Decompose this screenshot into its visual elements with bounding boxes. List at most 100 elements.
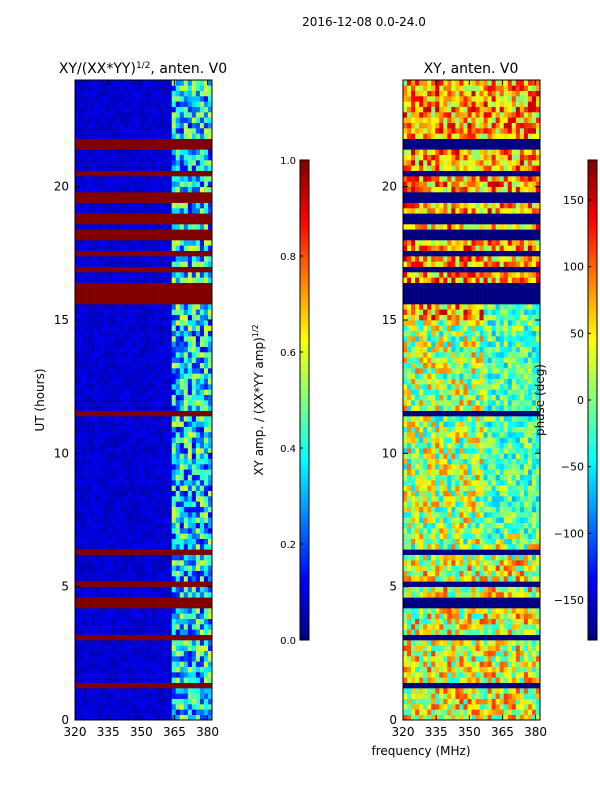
heatmap-cell — [151, 192, 156, 198]
heatmap-cell — [167, 634, 173, 641]
heatmap-cell — [191, 464, 197, 470]
heatmap-cell — [95, 282, 100, 289]
heatmap-cell — [155, 325, 160, 331]
heatmap-cell — [167, 474, 173, 481]
heatmap-cell — [127, 464, 132, 470]
heatmap-cell — [119, 581, 124, 587]
heatmap-cell — [119, 618, 124, 625]
heatmap-cell — [407, 698, 412, 705]
heatmap-cell — [155, 538, 160, 545]
heatmap-cell — [179, 421, 185, 427]
heatmap-cell — [123, 410, 128, 417]
heatmap-cell — [83, 672, 88, 678]
heatmap-cell — [95, 90, 100, 97]
heatmap-cell — [423, 640, 428, 646]
heatmap-cell — [135, 149, 140, 155]
heatmap-cell — [91, 197, 96, 203]
heatmap-cell — [103, 197, 108, 203]
heatmap-cell — [135, 112, 140, 118]
heatmap-cell — [119, 213, 124, 219]
heatmap-cell — [183, 362, 189, 369]
heatmap-cell — [103, 224, 108, 230]
heatmap-cell — [155, 714, 160, 721]
heatmap-cell — [451, 656, 456, 662]
heatmap-cell — [483, 693, 488, 699]
heatmap-cell — [199, 544, 205, 550]
heatmap-cell — [147, 234, 152, 241]
heatmap-cell — [187, 682, 193, 689]
heatmap-cell — [199, 144, 205, 150]
heatmap-cell — [163, 298, 168, 305]
heatmap-cell — [183, 213, 189, 219]
heatmap-cell — [139, 421, 144, 427]
heatmap-cell — [183, 650, 189, 657]
heatmap-cell — [155, 112, 160, 118]
heatmap-cell — [479, 602, 484, 609]
heatmap-cell — [167, 576, 173, 582]
heatmap-cell — [183, 256, 189, 262]
heatmap-cell — [75, 330, 80, 337]
heatmap-cell — [203, 320, 209, 326]
heatmap-cell — [87, 629, 92, 635]
heatmap-cell — [107, 304, 112, 310]
heatmap-cell — [483, 629, 488, 635]
heatmap-cell — [435, 698, 440, 705]
heatmap-cell — [183, 192, 189, 198]
heatmap-cell — [95, 554, 100, 561]
heatmap-cell — [87, 117, 92, 123]
heatmap-cell — [467, 618, 472, 625]
heatmap-cell — [111, 437, 116, 443]
heatmap-cell — [511, 656, 517, 662]
heatmap-cell — [119, 197, 124, 203]
heatmap-cell — [523, 586, 529, 593]
heatmap-cell — [79, 309, 84, 315]
heatmap-cell — [199, 405, 205, 411]
panel1-heatmap — [75, 80, 213, 721]
heatmap-cell — [123, 261, 128, 267]
heatmap-cell — [499, 656, 505, 662]
heatmap-cell — [111, 245, 116, 251]
heatmap-cell — [463, 661, 468, 667]
heatmap-cell — [175, 122, 181, 129]
heatmap-cell — [163, 613, 168, 619]
heatmap-cell — [107, 560, 112, 566]
heatmap-cell — [419, 602, 424, 609]
heatmap-cell — [123, 624, 128, 630]
heatmap-cell — [107, 666, 112, 673]
heatmap-cell — [171, 597, 177, 603]
heatmap-cell — [463, 704, 468, 710]
heatmap-cell — [187, 485, 193, 491]
heatmap-cell — [203, 197, 209, 203]
heatmap-cell — [151, 565, 156, 571]
heatmap-cell — [203, 314, 209, 321]
heatmap-cell — [131, 677, 136, 683]
heatmap-cell — [83, 416, 88, 422]
heatmap-cell — [179, 608, 185, 614]
heatmap-cell — [419, 672, 424, 678]
heatmap-cell — [83, 581, 88, 587]
heatmap-cell — [91, 709, 96, 715]
heatmap-cell — [107, 629, 112, 635]
heatmap-cell — [451, 613, 456, 619]
heatmap-cell — [147, 565, 152, 571]
heatmap-cell — [435, 613, 440, 619]
heatmap-cell — [75, 405, 80, 411]
heatmap-cell — [179, 320, 185, 326]
heatmap-cell — [535, 602, 541, 609]
heatmap-cell — [175, 208, 181, 214]
heatmap-cell — [75, 250, 80, 257]
heatmap-cell — [79, 133, 84, 139]
heatmap-cell — [131, 170, 136, 177]
heatmap-cell — [207, 597, 213, 603]
heatmap-cell — [147, 160, 152, 166]
heatmap-cell — [155, 565, 160, 571]
heatmap-cell — [187, 656, 193, 662]
heatmap-cell — [83, 533, 88, 539]
heatmap-cell — [191, 576, 197, 582]
heatmap-cell — [179, 613, 185, 619]
heatmap-cell — [487, 704, 492, 710]
heatmap-cell — [163, 261, 168, 267]
heatmap-cell — [119, 298, 124, 305]
heatmap-cell — [151, 272, 156, 278]
heatmap-cell — [127, 80, 132, 86]
